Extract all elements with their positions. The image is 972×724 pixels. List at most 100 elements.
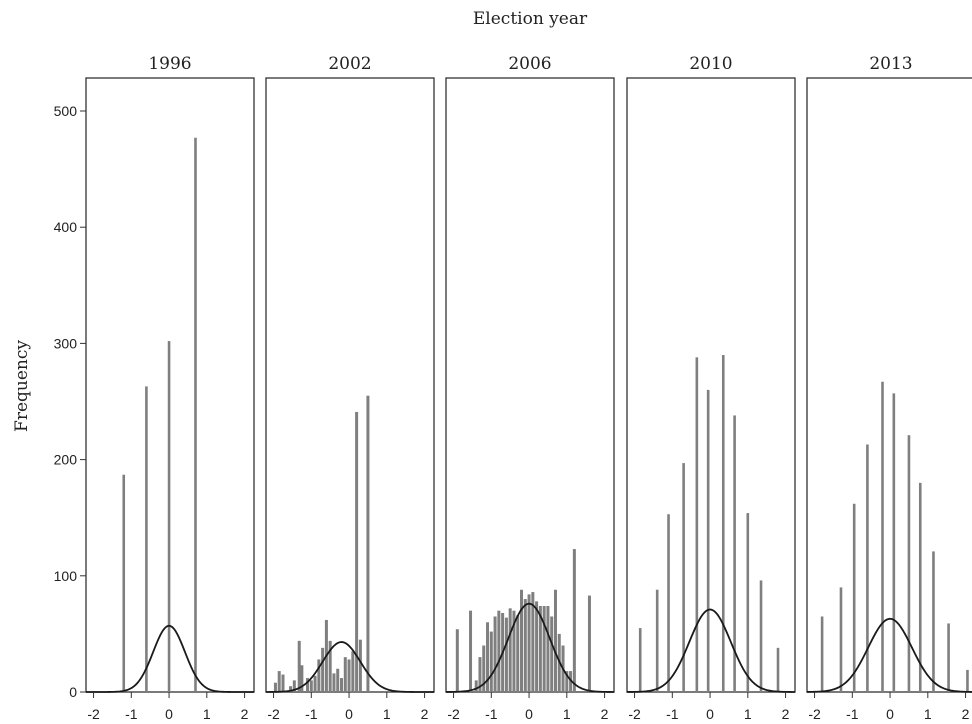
histogram-bar [455,629,459,692]
x-tick-label: 2 [962,706,970,722]
x-tick-label: -1 [666,706,679,722]
histogram-bar [512,610,516,692]
normal-curve [86,624,254,693]
histogram-bar [504,617,508,692]
histogram-bar [347,659,351,692]
histogram-bar [309,680,313,692]
histogram-bar [638,628,642,692]
panel-year-label: 1996 [148,54,191,74]
histogram-bar [542,606,546,692]
x-tick-label: 0 [345,706,353,722]
x-tick-label: -2 [808,706,821,722]
histogram-bar [520,589,524,692]
x-tick-label: 0 [886,706,894,722]
histogram-bar [852,503,856,692]
x-tick-label: 1 [563,706,571,722]
histogram-bar [531,592,535,692]
histogram-bar [527,594,531,692]
histogram-bar [546,606,550,692]
histogram-bar [892,393,896,692]
histogram-bar [478,657,482,692]
x-tick-label: 1 [383,706,391,722]
histogram-bar [721,355,725,692]
histogram-bar [572,549,576,692]
histogram-bar [918,482,922,692]
histogram-bar [820,616,824,692]
y-tick-label: 500 [54,103,78,119]
x-tick-label: 2 [782,706,790,722]
x-tick-label: 0 [706,706,714,722]
panel-year-label: 2002 [328,54,371,74]
histogram-bar [881,381,884,692]
x-tick-label: 1 [744,706,752,722]
panel-year-label: 2010 [689,54,732,74]
histogram-bar [122,474,126,692]
panel-frame [806,77,972,693]
histogram-bar [695,357,699,692]
x-tick-label: 1 [203,706,211,722]
panel-frame [626,77,796,693]
histogram-bar [358,639,362,692]
normal-curve [445,602,615,693]
normal-curve [266,641,434,693]
histogram-bar [538,606,542,692]
histogram-bar [328,640,332,692]
histogram-bar [297,640,301,692]
histogram-bar [565,671,569,692]
x-tick-label: 0 [165,706,173,722]
histogram-bar [336,668,340,692]
y-axis-label: Frequency [12,340,32,432]
x-tick-label: 1 [924,706,932,722]
histogram-bar [706,389,710,692]
histogram-bar [587,595,591,692]
panel-year-label: 2013 [869,54,912,74]
y-tick-label: 100 [54,568,78,584]
histogram-bar [281,674,285,692]
histogram-bar [366,395,370,692]
histogram-bar [313,675,317,692]
x-tick-label: 0 [525,706,533,722]
histogram-bar [194,137,197,692]
histogram-bar [332,673,336,692]
histogram-bar [932,551,935,692]
histogram-bar [655,589,659,692]
histogram-bar [907,435,911,692]
histogram-bar [535,601,539,692]
histogram-bar [489,631,493,692]
normal-curve [626,608,796,693]
x-tick-label: 2 [421,706,429,722]
x-tick-label: 2 [601,706,609,722]
histogram-bar [493,616,497,692]
histogram-bar [317,659,321,692]
histogram-bar [746,513,750,692]
panel-frame [265,77,435,693]
histogram-bar [273,682,277,692]
histogram-bar [839,587,843,692]
histogram-bar [947,623,950,692]
histogram-bar [474,680,478,692]
panel-year-label: 2006 [508,54,551,74]
histogram-bar [550,616,554,692]
histogram-bar [277,671,281,692]
x-tick-label: -1 [485,706,498,722]
x-tick-label: -2 [447,706,460,722]
histogram-bar [145,386,148,692]
histogram-bar [469,610,473,692]
histogram-bar [355,411,359,692]
histogram-bar [292,680,296,692]
x-tick-label: -2 [628,706,641,722]
y-tick-label: 400 [54,219,78,235]
histogram-bar [733,415,736,692]
histogram-bar [289,686,293,692]
x-tick-label: -2 [267,706,280,722]
histogram-bar [682,463,685,692]
histogram-bar [553,589,557,692]
histogram-bar [508,608,512,692]
histogram-bar [306,678,310,692]
x-tick-label: -2 [87,706,100,722]
x-tick-label: -1 [846,706,859,722]
histogram-bar [497,610,501,692]
histogram-bar [300,665,304,692]
histogram-bar [516,615,520,692]
histogram-bar [569,671,573,692]
